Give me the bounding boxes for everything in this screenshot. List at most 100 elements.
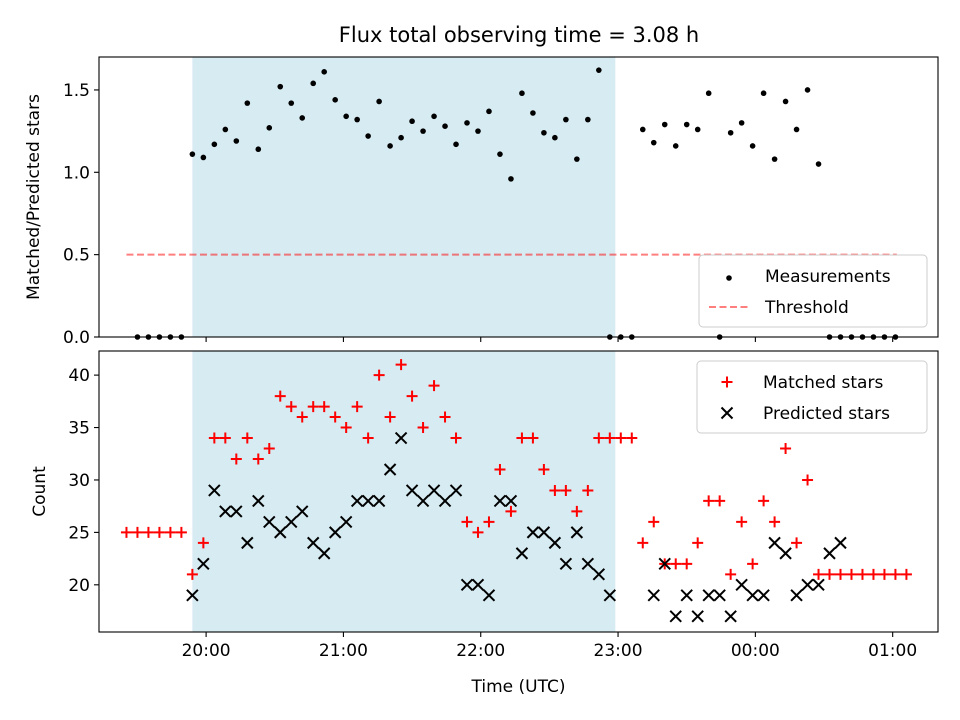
matched-star-point — [274, 390, 286, 402]
legend: Matched stars Predicted stars — [696, 360, 928, 434]
measurement-point — [475, 128, 481, 134]
predicted-star-point — [186, 589, 199, 602]
matched-star-point — [505, 505, 517, 517]
predicted-star-point — [296, 505, 309, 518]
measurement-point — [749, 143, 756, 149]
y-tick-label: 1.5 — [63, 81, 90, 101]
measurement-point — [222, 126, 229, 133]
matched-star-point — [626, 432, 638, 444]
y-tick-label: 1.0 — [63, 163, 90, 183]
predicted-star-point — [559, 557, 573, 571]
measurement-point — [277, 83, 284, 90]
measurement-point — [705, 90, 712, 97]
measurement-point — [266, 125, 273, 131]
legend: Measurements Threshold — [698, 254, 928, 328]
predicted-star-point — [823, 547, 836, 560]
predicted-star-point — [526, 526, 540, 539]
predicted-star-point — [372, 494, 386, 508]
x-axis-label: Time (UTC) — [471, 677, 566, 697]
predicted-star-point — [438, 494, 452, 508]
predicted-star-point — [416, 494, 430, 508]
measurement-point — [431, 113, 437, 120]
matched-star-point — [681, 558, 693, 570]
observing-window-shade — [192, 57, 616, 337]
matched-star-point — [175, 526, 187, 538]
matched-star-point — [813, 568, 825, 580]
predicted-star-point — [307, 536, 320, 550]
matched-star-point — [417, 422, 429, 434]
y-tick-label: 30 — [68, 471, 90, 491]
matched-star-point — [428, 380, 440, 392]
matched-star-point — [725, 568, 737, 580]
matched-star-point — [406, 390, 418, 402]
matched-star-point — [900, 568, 912, 580]
predicted-star-point — [548, 536, 562, 550]
predicted-star-point — [394, 431, 408, 445]
matched-star-point — [230, 453, 242, 465]
legend-measurement-swatch — [726, 275, 732, 281]
matched-star-point — [384, 411, 396, 423]
measurement-point — [354, 116, 360, 123]
matched-star-point — [835, 568, 847, 580]
matched-star-point — [791, 537, 803, 549]
measurement-point — [365, 133, 371, 139]
matched-star-point — [120, 526, 132, 538]
predicted-star-point — [834, 536, 847, 550]
measurement-point — [782, 98, 789, 105]
measurement-point — [815, 161, 822, 167]
matched-star-point — [208, 432, 220, 444]
measurement-point — [486, 108, 492, 115]
predicted-star-point — [702, 589, 715, 602]
matched-star-point — [780, 443, 792, 455]
predicted-star-point — [592, 568, 606, 581]
predicted-star-point — [230, 505, 243, 518]
matched-star-point — [285, 401, 297, 413]
matched-star-point — [637, 537, 649, 549]
y-tick-label: 20 — [68, 576, 90, 596]
matched-star-point — [582, 484, 594, 496]
count-panel: 20:00 21:00 22:00 23:00 00:00 01:00 20 25 30 35 40… — [30, 350, 939, 697]
predicted-star-point — [570, 526, 584, 539]
axes-frame — [98, 350, 939, 633]
measurement-point — [376, 98, 382, 105]
matched-star-point — [615, 432, 627, 444]
predicted-star-point — [274, 526, 287, 539]
predicted-star-point — [713, 589, 726, 602]
matched-star-point — [802, 474, 814, 486]
matched-star-point — [593, 432, 605, 444]
plot-area — [120, 359, 912, 623]
predicted-star-point — [317, 547, 331, 560]
legend-box — [698, 254, 928, 328]
matched-star-point — [263, 443, 275, 455]
matched-star-point — [670, 558, 682, 570]
legend-matched-swatch — [721, 376, 733, 388]
measurement-point — [508, 176, 514, 182]
matched-star-point — [296, 411, 308, 423]
measurement-point — [189, 151, 196, 157]
predicted-star-point — [197, 557, 210, 571]
measurement-point — [596, 67, 602, 73]
predicted-star-point — [779, 547, 792, 560]
matched-star-point — [252, 453, 264, 465]
matched-star-point — [186, 568, 198, 580]
matched-star-point — [241, 432, 253, 444]
measurement-point — [288, 100, 295, 106]
legend-label: Predicted stars — [763, 404, 890, 424]
matched-star-point — [340, 422, 352, 434]
measurement-point — [793, 126, 800, 133]
predicted-star-point — [285, 515, 298, 529]
measurement-point — [519, 90, 525, 97]
matched-star-point — [153, 526, 165, 538]
measurement-point — [574, 156, 580, 162]
predicted-star-point — [537, 526, 551, 539]
matched-star-point — [648, 516, 660, 528]
legend-predicted-swatch — [720, 406, 734, 420]
legend-label: Matched stars — [763, 373, 883, 393]
predicted-star-point — [647, 589, 660, 602]
measurement-point — [343, 113, 349, 120]
matched-star-point — [714, 495, 726, 507]
matched-star-point — [747, 558, 759, 570]
measurement-point — [672, 143, 679, 149]
x-tick-label: 01:00 — [868, 641, 917, 661]
predicted-star-point — [482, 589, 496, 602]
